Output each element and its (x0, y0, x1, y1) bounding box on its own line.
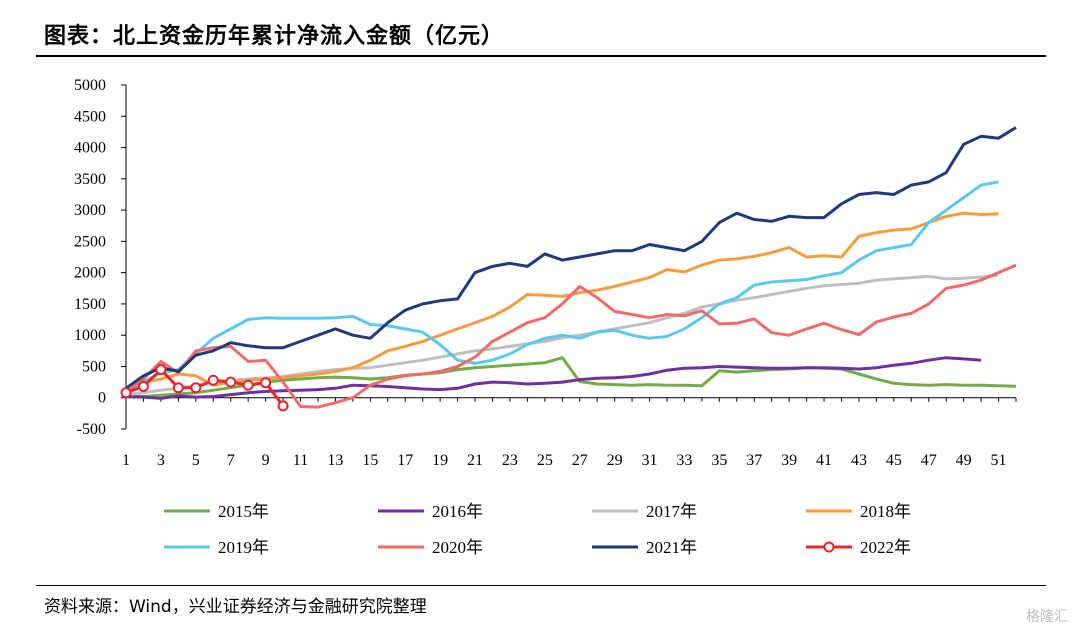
series-2016年 (125, 356, 982, 400)
x-tick-label: 11 (293, 452, 308, 469)
x-tick-label: 29 (607, 452, 623, 469)
y-tick-label: 2000 (74, 265, 106, 282)
series-2022年 (120, 364, 289, 412)
series-line (125, 180, 999, 393)
axes: -500 0 500 1000 1500 2000 2500 3000 3500 4000 4500… (74, 77, 1017, 469)
y-tick-label: 4500 (74, 108, 106, 125)
y-tick-label: 1500 (74, 296, 106, 313)
x-tick-label: 25 (537, 452, 553, 469)
x-tick-label: 13 (327, 452, 343, 469)
series-point (190, 382, 202, 394)
x-tick-label: 43 (851, 452, 867, 469)
y-tick-label: 4000 (74, 140, 106, 157)
x-tick-label: 31 (642, 452, 658, 469)
legend-label: 2018年 (860, 502, 911, 521)
y-tick-label: 500 (82, 358, 106, 375)
series-2015年 (125, 356, 1017, 398)
legend-item: 2018年 (806, 502, 911, 521)
x-tick-label: 9 (262, 452, 270, 469)
x-tick-label: 21 (467, 452, 483, 469)
series-point (120, 387, 132, 399)
series-point (225, 376, 237, 388)
series-line (125, 126, 1017, 390)
series-point (260, 377, 272, 389)
x-tick-label: 19 (432, 452, 448, 469)
legend-label: 2022年 (860, 538, 911, 557)
y-tick-label: -500 (77, 421, 106, 438)
series-line (125, 263, 1017, 409)
y-tick-label: 5000 (74, 77, 106, 94)
y-tick-label: 1000 (74, 327, 106, 344)
legend-item: 2020年 (378, 538, 483, 557)
x-tick-label: 27 (572, 452, 588, 469)
series-line (125, 356, 1017, 398)
x-tick-label: 41 (816, 452, 832, 469)
legend: 2015年 2016年 2017年 2018年 2019年 2020年 2021年 2022年 (164, 502, 911, 557)
y-tick-label: 3500 (74, 171, 106, 188)
x-tick-label: 23 (502, 452, 518, 469)
series-line (125, 211, 999, 393)
legend-item: 2016年 (378, 502, 483, 521)
x-tick-label: 47 (921, 452, 937, 469)
x-tick-label: 39 (781, 452, 797, 469)
series-2021年 (125, 126, 1017, 390)
series-point (172, 382, 184, 394)
chart-title: 图表：北上资金历年累计净流入金额（亿元） (44, 24, 505, 49)
x-tick-label: 51 (991, 452, 1007, 469)
source-rule (36, 585, 1046, 586)
legend-marker (823, 541, 835, 553)
y-tick-label: 2500 (74, 233, 106, 250)
x-tick-label: 15 (362, 452, 378, 469)
series-point (155, 364, 167, 376)
legend-label: 2021年 (646, 538, 697, 557)
legend-item: 2015年 (164, 502, 269, 521)
x-tick-label: 45 (886, 452, 902, 469)
x-tick-label: 1 (122, 452, 130, 469)
series-layer (120, 126, 1017, 412)
x-tick-label: 7 (227, 452, 235, 469)
legend-label: 2020年 (432, 538, 483, 557)
watermark: 格隆汇 (1026, 609, 1068, 625)
title-rule (36, 55, 1046, 57)
series-2019年 (125, 180, 999, 393)
legend-item: 2022年 (806, 538, 911, 557)
series-line (125, 356, 982, 400)
x-tick-label: 3 (157, 452, 165, 469)
y-tick-label: 3000 (74, 202, 106, 219)
legend-item: 2017年 (592, 502, 697, 521)
source-note: 资料来源：Wind，兴业证券经济与金融研究院整理 (44, 597, 427, 617)
legend-item: 2021年 (592, 538, 697, 557)
series-point (242, 379, 254, 391)
series-point (277, 400, 289, 412)
series-line (125, 368, 285, 407)
y-tick-label: 0 (98, 390, 106, 407)
x-tick-label: 17 (397, 452, 413, 469)
x-tick-label: 37 (746, 452, 762, 469)
x-tick-label: 49 (956, 452, 972, 469)
legend-item: 2019年 (164, 538, 269, 557)
legend-label: 2015年 (218, 502, 269, 521)
series-2018年 (125, 211, 999, 393)
legend-label: 2017年 (646, 502, 697, 521)
x-tick-label: 33 (676, 452, 692, 469)
legend-label: 2019年 (218, 538, 269, 557)
x-tick-label: 5 (192, 452, 200, 469)
series-point (207, 374, 219, 386)
series-point (137, 380, 149, 392)
series-2020年 (125, 263, 1017, 409)
x-tick-label: 35 (711, 452, 727, 469)
legend-label: 2016年 (432, 502, 483, 521)
